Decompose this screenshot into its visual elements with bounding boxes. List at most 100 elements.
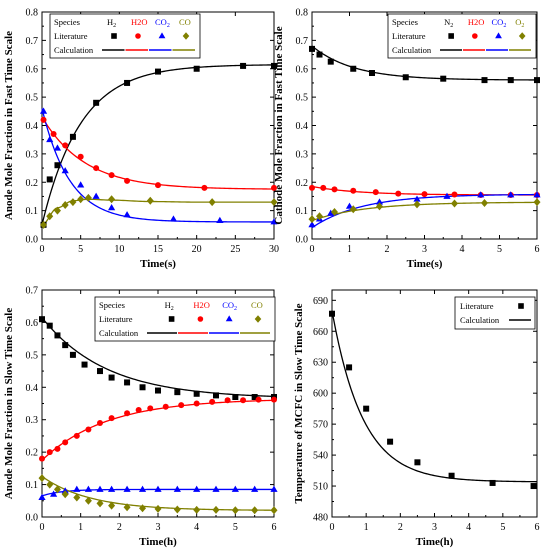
lit-point-CO2 [123,485,131,492]
y-tick-label: 0.4 [26,121,39,132]
lit-point-H2 [69,351,76,358]
lit-point-CO2 [375,198,384,205]
lit-point-H2O [421,191,428,198]
lit-point-H2O [85,426,92,433]
x-tick-label: 30 [269,244,279,255]
lit-point-H2O [46,449,53,456]
legend-marker-H2 [168,316,175,322]
lit-point-H2O [124,177,131,184]
legend-species-CO: CO [179,17,191,27]
lit-point-CO2 [123,211,131,218]
y-tick-label: 660 [313,327,328,338]
lit-point-H2O [331,186,338,193]
y-tick-label: 630 [313,358,328,369]
legend-species-N2: N2 [444,17,453,29]
x-axis-label: Time(h) [139,536,177,548]
lit-point-temperature [329,310,335,317]
lit-point-CO2 [84,485,92,492]
lit-point-CO [139,504,147,513]
legend-species-CO: CO [251,300,263,310]
lit-point-H2 [174,389,181,396]
lit-point-CO [53,485,61,494]
y-tick-label: 0.0 [296,235,309,246]
x-tick-label: 2 [385,244,390,255]
y-axis-label: Cathode Mole Fraction in Fast Time Scale [273,26,285,224]
lit-point-H2O [320,184,327,191]
calc-curve-H2O [41,116,275,190]
x-axis-label: Time(h) [416,536,454,548]
y-tick-label: 0.6 [296,64,309,75]
lit-point-N2 [402,74,409,81]
lit-point-CO2 [443,192,451,199]
lit-point-CO2 [77,181,85,188]
lit-point-H2 [124,379,131,386]
panel-anode-slow: 0 1 2 3 4 5 6 0.0 0.1 0.2 0.3 0.4 0.5 0.6 0.7 Time(h) An… [3,286,278,548]
legend-literature-label: Literature [99,314,133,324]
lit-point-H2O [271,184,277,191]
lit-point-H2 [232,394,239,401]
lit-point-H2O [108,415,115,422]
lit-point-H2 [97,368,103,375]
panel-temperature-slow: 0 1 2 3 4 5 6 480 510 540 570 600 630 660 690 Time(h) Te… [293,289,540,548]
y-tick-label: 510 [313,482,328,493]
lit-point-CO2 [193,485,201,492]
lit-point-N2 [309,45,315,52]
y-axis-label: Anode Mole Fraction in Slow Time Scale [3,308,15,500]
x-tick-label: 3 [422,244,427,255]
legend-marker-H2 [111,33,117,39]
lit-point-O2 [451,199,458,208]
legend-species-H2O: H2O [468,17,485,27]
legend-marker-H2O [472,33,478,39]
lit-point-CO [231,506,239,515]
lit-point-H2O [50,131,57,138]
lit-point-H2 [193,390,200,397]
lit-point-H2O [39,455,45,462]
x-tick-label: 25 [230,244,240,255]
legend-marker-CO2 [495,32,502,39]
x-tick-label: 4 [466,522,471,533]
x-tick-label: 5 [497,244,502,255]
lit-point-O2 [533,198,541,207]
lit-point-H2O [451,191,458,198]
y-tick-label: 0.3 [26,149,39,160]
x-tick-label: 5 [233,522,238,533]
x-tick-label: 10 [114,244,124,255]
legend-species-H2: H2 [107,17,116,29]
y-tick-label: 0.6 [26,318,39,329]
x-tick-label: 15 [153,244,163,255]
lit-point-CO [108,501,116,510]
y-tick-label: 0.4 [296,121,309,132]
lit-point-N2 [481,77,488,84]
lit-point-H2O [224,397,231,404]
lit-point-H2 [39,316,45,323]
lit-point-temperature [414,459,421,466]
lit-point-H2O [240,397,247,404]
calc-curve-O2 [311,201,538,222]
lit-point-H2 [46,322,53,329]
lit-point-H2O [93,165,100,172]
lit-point-CO [77,195,85,204]
lit-point-H2 [54,332,61,339]
legend-marker-CO2 [225,315,233,322]
calc-curve-CO2 [311,193,538,229]
lit-point-CO [173,505,181,514]
lit-point-CO2 [477,191,485,198]
y-tick-label: 540 [313,451,328,462]
lit-point-CO2 [53,144,62,151]
lit-point-N2 [534,77,540,84]
x-tick-label: 0 [330,522,335,533]
lit-point-CO2 [327,209,335,216]
lit-point-O2 [349,205,357,214]
lit-point-CO2 [92,192,100,199]
lit-point-CO2 [216,216,224,223]
y-tick-label: 0.1 [26,206,39,217]
lit-point-temperature [448,472,455,479]
lit-point-H2O [62,142,69,149]
legend-header-species: Species [54,17,80,27]
y-tick-label: 0.2 [296,178,309,189]
lit-point-H2 [240,62,247,69]
lit-point-CO [38,474,46,483]
x-tick-label: 1 [347,244,352,255]
legend-literature-label: Literature [392,31,426,41]
y-tick-label: 0.3 [26,415,39,426]
